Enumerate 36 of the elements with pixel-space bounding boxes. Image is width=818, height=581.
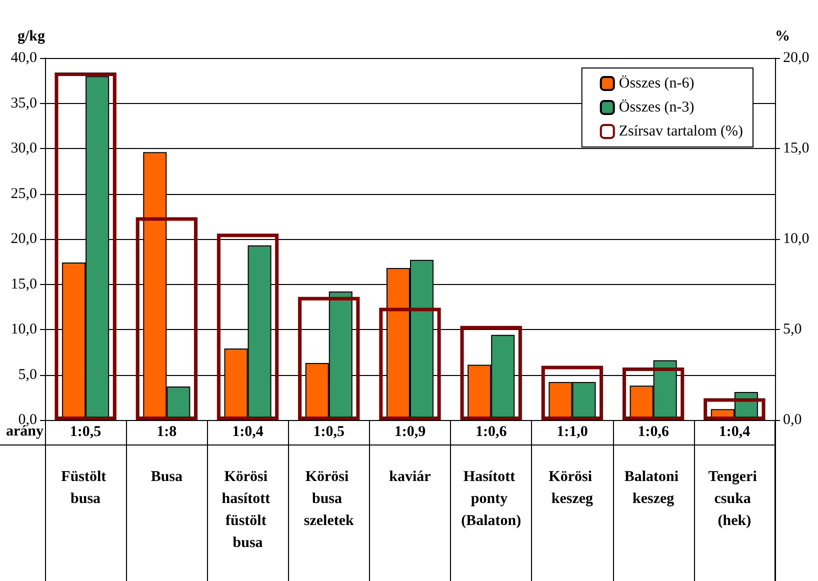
text: 1:0,5 (70, 424, 102, 440)
y-axis-title: g/kg (17, 28, 46, 44)
y-tick-label: 5,0 (18, 366, 37, 383)
text: 1:0,4 (232, 424, 264, 440)
text: 1:0,9 (394, 424, 426, 440)
text: 1:0,6 (638, 424, 670, 440)
text: 1:0,4 (718, 424, 751, 440)
y-tick-label: 40,0 (10, 50, 37, 66)
y2-axis-title: % (775, 28, 790, 44)
y-tick-label: 35,0 (10, 95, 37, 112)
x-tick-label: Körösi keszeg (548, 469, 596, 507)
x-tick-label: Tengeri csuka (hek) (708, 469, 761, 529)
y2-tick-label: 10,0 (783, 231, 810, 247)
legend-label: Összes (n-6) (618, 74, 694, 92)
x-tick-label: Hasított ponty (Balaton) (461, 469, 522, 529)
x-tick-label: Körösi hasított füstölt busa (222, 469, 274, 551)
legend-label: Összes (n-3) (618, 98, 694, 116)
x-tick-label: kaviár (389, 469, 432, 485)
y-tick-label: 10,0 (10, 322, 37, 338)
y2-tick-label: 0,0 (783, 412, 802, 428)
legend-label: Zsírsav tartalom (%) (618, 124, 744, 140)
x-tick-label: Busa (150, 469, 184, 485)
x-tick-label: Körösi busa szeletek (304, 469, 355, 529)
x-tick-label: Füstölt busa (61, 469, 110, 507)
text: 1:8 (156, 424, 177, 440)
text: 1:0,6 (475, 424, 508, 440)
y-tick-label: 20,0 (10, 231, 37, 247)
text: 1:1,0 (556, 424, 588, 440)
y-tick-label: 15,0 (10, 276, 37, 292)
x-tick-label: Balatoni keszeg (624, 469, 682, 507)
y-tick-label: 25,0 (10, 186, 37, 202)
text: 1:0,5 (313, 424, 345, 440)
y-tick-label: 30,0 (10, 140, 37, 156)
y2-tick-label: 15,0 (783, 140, 810, 156)
y2-tick-label: 20,0 (783, 50, 810, 66)
y2-tick-label: 5,0 (783, 322, 802, 338)
